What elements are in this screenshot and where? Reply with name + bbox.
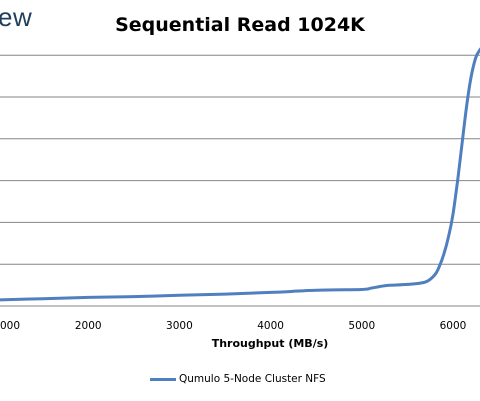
x-tick-label: 4000 — [257, 320, 284, 332]
gridlines — [0, 54, 480, 265]
x-tick-label: 3000 — [166, 320, 193, 332]
legend-entry-label: Qumulo 5-Node Cluster NFS — [179, 373, 326, 385]
x-tick-label: 2000 — [75, 320, 102, 332]
x-tick-label: 000 — [0, 320, 20, 332]
x-axis-ticks: 000 2000 3000 4000 5000 6000 — [0, 320, 466, 332]
series-line-qumulo — [0, 47, 480, 302]
legend-swatch — [150, 377, 176, 381]
x-tick-label: 5000 — [348, 320, 375, 332]
x-axis-label: Throughput (MB/s) — [211, 337, 329, 350]
legend: Qumulo 5-Node Cluster NFS — [150, 373, 326, 385]
watermark-logo-text: ew — [0, 2, 33, 32]
chart-title: Sequential Read 1024K — [115, 14, 365, 36]
x-tick-label: 6000 — [440, 320, 467, 332]
